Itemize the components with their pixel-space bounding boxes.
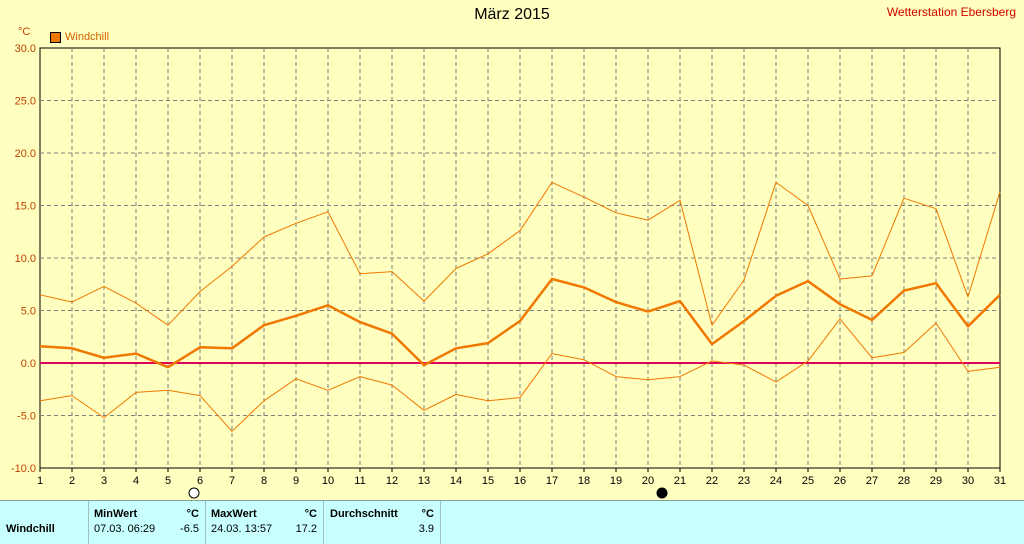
x-tick-label: 31 bbox=[994, 475, 1006, 487]
y-tick-label: -10.0 bbox=[11, 463, 36, 475]
x-tick-label: 12 bbox=[386, 475, 398, 487]
x-tick-label: 5 bbox=[165, 475, 171, 487]
x-tick-label: 4 bbox=[133, 475, 139, 487]
series-line-3 bbox=[39, 318, 1001, 432]
x-tick-label: 28 bbox=[898, 475, 910, 487]
y-axis: 30.0 25.0 20.0 15.0 10.0 5.0 0.0 -5.0 -10.0 bbox=[11, 43, 36, 475]
x-tick-label: 15 bbox=[482, 475, 494, 487]
grid bbox=[40, 48, 1000, 468]
x-tick-label: 29 bbox=[930, 475, 942, 487]
y-tick-label: -5.0 bbox=[17, 411, 36, 423]
x-tick-label: 17 bbox=[546, 475, 558, 487]
y-tick-label: 0.0 bbox=[21, 358, 36, 370]
new-moon-icon bbox=[656, 487, 668, 499]
x-tick-label: 18 bbox=[578, 475, 590, 487]
max-header: MaxWert bbox=[211, 508, 257, 520]
max-value: 17.2 bbox=[295, 523, 317, 535]
min-unit: °C bbox=[186, 508, 199, 520]
x-tick-label: 10 bbox=[322, 475, 334, 487]
stats-row-label: Windchill bbox=[6, 523, 55, 535]
stats-label-cell: Windchill bbox=[0, 501, 89, 544]
x-tick-label: 7 bbox=[229, 475, 235, 487]
x-tick-label: 14 bbox=[450, 475, 462, 487]
y-tick-label: 25.0 bbox=[15, 96, 36, 108]
x-tick-label: 19 bbox=[610, 475, 622, 487]
max-date: 24.03. 13:57 bbox=[211, 523, 273, 535]
x-tick-label: 13 bbox=[418, 475, 430, 487]
x-tick-label: 23 bbox=[738, 475, 750, 487]
series-line-2 bbox=[39, 277, 1001, 369]
moon-markers bbox=[188, 487, 668, 499]
x-tick-label: 2 bbox=[69, 475, 75, 487]
min-value: -6.5 bbox=[180, 523, 199, 535]
chart-title: März 2015 bbox=[474, 6, 550, 23]
min-header: MinWert bbox=[94, 508, 138, 520]
stats-min-cell: MinWert °C 07.03. 06:29 -6.5 bbox=[89, 501, 206, 544]
y-unit-label: °C bbox=[18, 26, 31, 38]
stats-avg-cell: Durchschnitt °C 3.9 bbox=[324, 501, 441, 544]
x-axis: 1 2 3 4 5 6 7 8 9 10 11 12 13 14 15 16 17 18 19 20 21 22 23 24 2… bbox=[37, 468, 1006, 487]
y-tick-label: 15.0 bbox=[15, 201, 36, 213]
x-tick-label: 27 bbox=[866, 475, 878, 487]
legend-swatch bbox=[50, 31, 61, 43]
stats-panel: Windchill MinWert °C 07.03. 06:29 -6.5 M… bbox=[0, 500, 1024, 544]
x-tick-label: 6 bbox=[197, 475, 203, 487]
legend-label: Windchill bbox=[65, 31, 110, 43]
x-tick-label: 8 bbox=[261, 475, 267, 487]
station-name: Wetterstation Ebersberg bbox=[886, 5, 1016, 19]
stats-max-cell: MaxWert °C 24.03. 13:57 17.2 bbox=[206, 501, 324, 544]
series-line-1 bbox=[39, 181, 1001, 326]
x-tick-label: 30 bbox=[962, 475, 974, 487]
y-tick-label: 30.0 bbox=[15, 43, 36, 55]
min-date: 07.03. 06:29 bbox=[94, 523, 156, 535]
y-tick-label: 5.0 bbox=[21, 306, 36, 318]
x-tick-label: 16 bbox=[514, 475, 526, 487]
x-tick-label: 9 bbox=[293, 475, 299, 487]
x-tick-label: 11 bbox=[354, 475, 365, 487]
x-tick-label: 20 bbox=[642, 475, 654, 487]
x-tick-label: 24 bbox=[770, 475, 782, 487]
x-tick-label: 3 bbox=[101, 475, 107, 487]
x-tick-label: 25 bbox=[802, 475, 814, 487]
avg-unit: °C bbox=[421, 508, 434, 520]
x-tick-label: 21 bbox=[674, 475, 686, 487]
x-tick-label: 1 bbox=[37, 475, 43, 487]
legend: Windchill bbox=[50, 31, 109, 43]
y-tick-label: 10.0 bbox=[15, 253, 36, 265]
series-group bbox=[39, 181, 1001, 432]
y-tick-label: 20.0 bbox=[15, 148, 36, 160]
x-tick-label: 26 bbox=[834, 475, 846, 487]
max-unit: °C bbox=[304, 508, 317, 520]
x-tick-label: 22 bbox=[706, 475, 718, 487]
avg-value: 3.9 bbox=[418, 523, 434, 535]
avg-header: Durchschnitt bbox=[330, 508, 398, 520]
full-moon-icon bbox=[188, 487, 200, 499]
